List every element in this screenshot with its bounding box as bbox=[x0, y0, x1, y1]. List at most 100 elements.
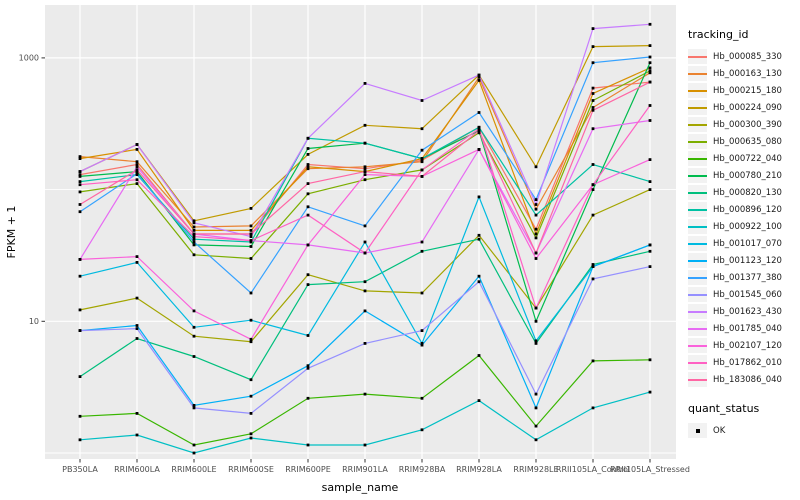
data-point bbox=[363, 240, 367, 244]
y-tick-label: 10 bbox=[29, 317, 39, 326]
legend: tracking_id Hb_000085_330 Hb_000163_130 Hb… bbox=[688, 28, 798, 439]
data-point bbox=[306, 334, 310, 337]
data-point bbox=[192, 243, 196, 247]
legend-label: Hb_001545_060 bbox=[713, 289, 782, 300]
legend-item: Hb_000085_330 bbox=[688, 48, 798, 65]
legend-label: Hb_000922_100 bbox=[713, 221, 782, 232]
data-point bbox=[420, 148, 424, 152]
legend-item: Hb_001377_380 bbox=[688, 269, 798, 286]
data-point bbox=[192, 225, 196, 229]
data-point bbox=[534, 236, 538, 240]
x-tick-label: RRIM901LA bbox=[342, 465, 388, 474]
legend-title-tracking-id: tracking_id bbox=[688, 28, 749, 41]
data-point bbox=[648, 180, 652, 183]
legend-item: Hb_000215_180 bbox=[688, 82, 798, 99]
data-point bbox=[135, 261, 139, 264]
data-point bbox=[78, 203, 82, 206]
data-point bbox=[648, 249, 652, 253]
data-point bbox=[591, 163, 595, 166]
data-point bbox=[306, 167, 310, 171]
data-point bbox=[534, 438, 538, 442]
data-point bbox=[192, 406, 196, 410]
x-tick-label: RRIM928BA bbox=[399, 465, 446, 474]
legend-color-line bbox=[688, 362, 707, 364]
x-tick-label: RRIM600PE bbox=[285, 465, 331, 474]
data-point bbox=[249, 378, 253, 382]
legend-key bbox=[688, 151, 707, 166]
legend-color-line bbox=[688, 226, 707, 228]
data-point bbox=[135, 172, 139, 176]
data-point bbox=[648, 188, 652, 191]
legend-key bbox=[688, 202, 707, 217]
data-point bbox=[306, 243, 310, 247]
legend-key bbox=[688, 100, 707, 115]
data-point bbox=[306, 366, 310, 370]
data-point bbox=[78, 274, 82, 278]
data-point bbox=[534, 342, 538, 345]
data-point bbox=[306, 192, 310, 196]
data-point bbox=[135, 148, 139, 151]
data-point bbox=[249, 394, 253, 398]
legend-label: Hb_000722_040 bbox=[713, 153, 782, 164]
data-point bbox=[591, 183, 595, 187]
data-point bbox=[78, 175, 82, 178]
legend-color-line bbox=[688, 277, 707, 279]
data-point bbox=[591, 99, 595, 102]
data-point bbox=[477, 131, 481, 135]
data-point bbox=[78, 180, 82, 183]
data-point bbox=[363, 141, 367, 145]
data-point bbox=[135, 168, 139, 172]
legend-item: Hb_000722_040 bbox=[688, 150, 798, 167]
x-tick-label: RRII105LA_Control bbox=[556, 465, 630, 474]
legend-item: Hb_001123_120 bbox=[688, 252, 798, 269]
data-point bbox=[249, 318, 253, 322]
data-point bbox=[420, 160, 424, 164]
legend-key bbox=[688, 134, 707, 149]
legend-color-line bbox=[688, 294, 707, 296]
data-point bbox=[192, 237, 196, 241]
data-point bbox=[477, 148, 481, 151]
data-point bbox=[648, 69, 652, 73]
legend-label: Hb_001377_380 bbox=[713, 272, 782, 283]
y-tick-label: 1000 bbox=[19, 54, 39, 63]
data-point bbox=[534, 213, 538, 217]
legend-color-line bbox=[688, 90, 707, 92]
data-point bbox=[78, 329, 82, 332]
data-point bbox=[363, 123, 367, 127]
data-point bbox=[78, 183, 82, 187]
data-point bbox=[306, 273, 310, 277]
data-point bbox=[648, 66, 652, 70]
axis-ticks bbox=[41, 57, 651, 463]
legend-key bbox=[688, 117, 707, 132]
legend-color-line bbox=[688, 158, 707, 160]
legend-item: Hb_000780_210 bbox=[688, 167, 798, 184]
data-point bbox=[78, 190, 82, 194]
legend-label: Hb_000780_210 bbox=[713, 170, 782, 181]
data-point bbox=[192, 334, 196, 338]
data-point bbox=[534, 339, 538, 343]
data-point bbox=[363, 167, 367, 171]
x-tick-label: RRII105LA_Stressed bbox=[610, 465, 690, 474]
data-point bbox=[78, 155, 82, 158]
legend-key bbox=[688, 83, 707, 98]
data-point bbox=[306, 147, 310, 150]
data-point bbox=[249, 235, 253, 238]
legend-key bbox=[688, 355, 707, 370]
legend-item: Hb_001545_060 bbox=[688, 286, 798, 303]
legend-label: Hb_000215_180 bbox=[713, 85, 782, 96]
data-point bbox=[363, 170, 367, 173]
data-point bbox=[648, 80, 652, 84]
legend-key bbox=[688, 219, 707, 234]
data-point bbox=[534, 406, 538, 410]
data-point bbox=[78, 375, 82, 378]
data-point bbox=[477, 73, 481, 77]
x-tick-label: RRIM928LE bbox=[513, 465, 558, 474]
data-point bbox=[363, 289, 367, 293]
data-point bbox=[249, 224, 253, 228]
data-point bbox=[648, 104, 652, 107]
data-point bbox=[135, 178, 139, 182]
legend-color-line bbox=[688, 73, 707, 75]
data-point bbox=[534, 227, 538, 231]
legend-label: OK bbox=[713, 425, 726, 436]
data-point bbox=[648, 158, 652, 161]
